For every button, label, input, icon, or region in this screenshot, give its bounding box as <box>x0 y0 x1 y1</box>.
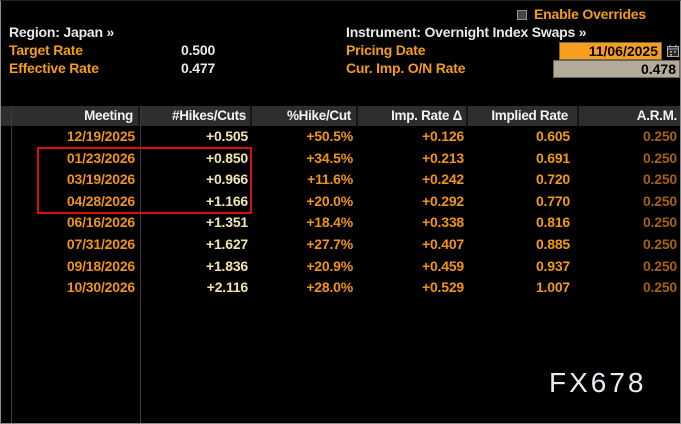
table-cell: +20.0% <box>306 192 353 209</box>
table-cell: 0.605 <box>535 128 570 144</box>
column-header[interactable]: Imp. Rate Δ <box>358 106 468 126</box>
table-cell: +0.529 <box>421 279 464 296</box>
table-left-divider <box>11 106 12 423</box>
table-cell: 07/31/2026 <box>66 235 135 252</box>
table-cell: 0.250 <box>642 279 677 296</box>
table-cell: +34.5% <box>306 149 353 166</box>
table-row[interactable]: 06/16/2026 +1.351 +18.4% +0.338 0.816 0.250 <box>1 212 680 234</box>
table-cell: +0.966 <box>205 171 248 188</box>
table-cell: 06/16/2026 <box>66 214 135 231</box>
watermark: FX678 <box>549 367 647 398</box>
table-cell: +0.242 <box>421 171 464 188</box>
instrument-selector[interactable]: Instrument: Overnight Index Swaps » <box>346 24 587 40</box>
column-header[interactable]: A.R.M. <box>636 108 678 123</box>
table-row[interactable]: 03/19/2026 +0.966 +11.6% +0.242 0.720 0.250 <box>1 169 680 191</box>
table-cell: 0.250 <box>642 171 677 188</box>
table-cell: 0.250 <box>642 128 677 144</box>
table-row[interactable]: 09/18/2026 +1.836 +20.9% +0.459 0.937 0.250 <box>1 256 680 278</box>
table-cell: 0.250 <box>642 149 677 166</box>
table-cell: 0.937 <box>535 257 570 274</box>
table-cell: +1.836 <box>205 257 248 274</box>
region-selector[interactable]: Region: Japan » <box>9 24 115 40</box>
column-header[interactable]: Meeting <box>1 106 140 126</box>
enable-overrides-label[interactable]: Enable Overrides <box>534 6 646 22</box>
table-row[interactable]: 10/30/2026 +2.116 +28.0% +0.529 1.007 0.250 <box>1 277 680 299</box>
table-row[interactable]: 01/23/2026 +0.850 +34.5% +0.213 0.691 0.250 <box>1 148 680 170</box>
table-cell: +18.4% <box>306 214 353 231</box>
table-cell: +1.166 <box>205 192 248 209</box>
table-cell: +1.627 <box>205 235 248 252</box>
table-row[interactable]: 12/19/2025 +0.505 +50.5% +0.126 0.605 0.250 <box>1 126 680 148</box>
table-cell: 12/19/2025 <box>66 128 135 144</box>
effective-rate-label: Effective Rate <box>9 60 99 76</box>
table-cell: +0.505 <box>205 128 248 144</box>
target-rate-label: Target Rate <box>9 42 83 58</box>
table-cell: 0.250 <box>642 235 677 252</box>
table-cell: +2.116 <box>206 279 248 296</box>
table-cell: +20.9% <box>306 257 353 274</box>
table-cell: 09/18/2026 <box>66 257 135 274</box>
table-cell: +0.126 <box>421 128 464 144</box>
cur-imp-on-rate-field[interactable]: 0.478 <box>553 60 680 78</box>
table-body: 12/19/2025 +0.505 +50.5% +0.126 0.605 0.250 01… <box>1 126 680 299</box>
table-cell: 0.250 <box>642 214 677 231</box>
calendar-icon[interactable] <box>666 44 680 58</box>
table-cell: +11.6% <box>307 171 353 188</box>
cur-imp-on-rate-label: Cur. Imp. O/N Rate <box>346 60 466 76</box>
table-cell: 03/19/2026 <box>66 171 135 188</box>
table-cell: 0.250 <box>642 257 677 274</box>
table-cell: 1.007 <box>535 279 570 296</box>
target-rate-value: 0.500 <box>181 42 216 58</box>
table-cell: 04/28/2026 <box>66 192 135 209</box>
table-cell: 0.816 <box>535 214 570 231</box>
column-header[interactable]: Implied Rate <box>468 106 579 126</box>
table-cell: +0.292 <box>421 192 464 209</box>
table-cell: 0.691 <box>535 149 570 166</box>
table-cell: +28.0% <box>306 279 353 296</box>
table-cell: +50.5% <box>306 128 353 144</box>
table-row[interactable]: 04/28/2026 +1.166 +20.0% +0.292 0.770 0.250 <box>1 191 680 213</box>
table-header: Meeting #Hikes/Cuts %Hike/Cut Imp. Rate Δ Im… <box>1 106 680 126</box>
table-cell: 0.770 <box>535 192 570 209</box>
table-cell: +1.351 <box>205 214 248 231</box>
meeting-column-divider <box>140 106 141 423</box>
enable-overrides-checkbox[interactable] <box>517 10 527 20</box>
table-cell: 01/23/2026 <box>66 149 135 166</box>
effective-rate-value: 0.477 <box>181 60 216 76</box>
table-cell: +0.459 <box>421 257 464 274</box>
column-header[interactable]: #Hikes/Cuts <box>140 106 252 126</box>
table-cell: +0.338 <box>421 214 464 231</box>
table-cell: 0.885 <box>535 235 570 252</box>
table-cell: +27.7% <box>306 235 353 252</box>
pricing-date-label: Pricing Date <box>346 42 426 58</box>
rate-probability-table: Meeting #Hikes/Cuts %Hike/Cut Imp. Rate Δ Im… <box>1 106 680 299</box>
table-row[interactable]: 07/31/2026 +1.627 +27.7% +0.407 0.885 0.250 <box>1 234 680 256</box>
table-cell: +0.213 <box>421 149 464 166</box>
table-cell: 0.720 <box>535 171 570 188</box>
table-cell: +0.407 <box>421 235 464 252</box>
table-cell: 0.250 <box>642 192 677 209</box>
enable-overrides-row: Enable Overrides <box>517 6 646 22</box>
pricing-date-input[interactable]: 11/06/2025 <box>559 42 662 60</box>
table-cell: +0.850 <box>205 149 248 166</box>
table-cell: 10/30/2026 <box>66 279 135 296</box>
column-header[interactable]: %Hike/Cut <box>252 106 358 126</box>
